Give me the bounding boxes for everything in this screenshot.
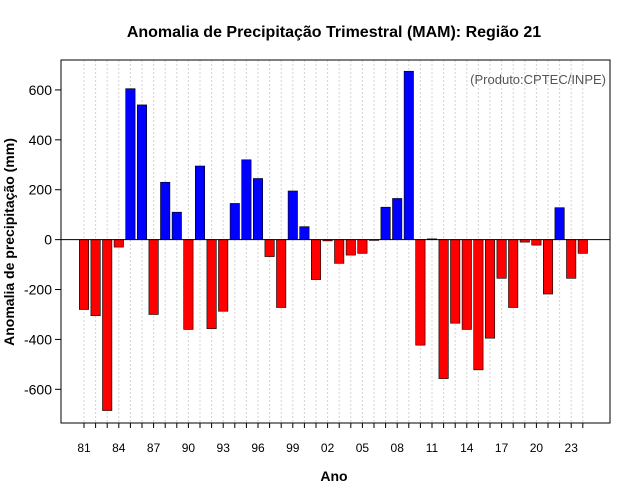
bar-2017 <box>496 239 507 279</box>
bar-1987 <box>148 239 159 315</box>
bar-1998 <box>276 239 287 308</box>
bar-2007 <box>380 206 391 240</box>
credit-label: (Produto:CPTEC/INPE) <box>470 72 606 87</box>
bar-1992 <box>206 239 217 330</box>
bar-1981 <box>79 239 90 310</box>
bar-2020 <box>531 239 542 246</box>
bar-1994 <box>229 203 240 240</box>
x-axis-title: Ano <box>320 468 347 484</box>
y-axis: -600 -400 -200 0 200 400 600 <box>24 82 61 397</box>
bar-2021 <box>542 239 553 295</box>
bar-2009 <box>403 70 414 240</box>
bar-2013 <box>450 239 461 324</box>
x-tick-label: 84 <box>112 441 126 455</box>
y-tick-label: 600 <box>29 82 53 98</box>
bar-1986 <box>137 104 148 240</box>
bar-2004 <box>345 239 356 256</box>
bar-1997 <box>264 239 275 257</box>
vertical-gridlines <box>83 60 584 423</box>
x-tick-label: 90 <box>182 441 196 455</box>
x-tick-label: 99 <box>286 441 300 455</box>
bar-1990 <box>183 239 194 330</box>
bar-1991 <box>195 165 206 240</box>
x-tick-label: 05 <box>356 441 370 455</box>
bar-2022 <box>554 207 565 240</box>
x-tick-label: 11 <box>426 441 439 455</box>
bar-2012 <box>438 239 449 379</box>
y-tick-label: -600 <box>24 381 52 397</box>
bar-1989 <box>171 211 182 240</box>
bar-2005 <box>357 239 368 254</box>
bar-2008 <box>392 198 403 240</box>
x-tick-label: 08 <box>391 441 405 455</box>
bar-2023 <box>566 239 577 279</box>
y-axis-title: Anomalia de precipitação (mm) <box>1 138 17 346</box>
bar-2000 <box>299 226 310 240</box>
y-tick-label: -200 <box>24 282 52 298</box>
bar-2018 <box>508 239 519 308</box>
x-tick-label: 14 <box>460 441 474 455</box>
bar-2024 <box>577 239 588 254</box>
x-tick-label: 96 <box>251 441 265 455</box>
x-tick-label: 02 <box>321 441 335 455</box>
bars <box>79 70 588 411</box>
x-tick-label: 81 <box>77 441 91 455</box>
x-tick-label: 23 <box>565 441 579 455</box>
bar-1996 <box>253 178 264 240</box>
bar-1982 <box>90 239 101 317</box>
bar-1995 <box>241 159 252 240</box>
bar-2015 <box>473 239 484 371</box>
x-tick-label: 20 <box>530 441 544 455</box>
bar-1985 <box>125 88 136 240</box>
x-axis: 81 84 87 90 93 96 99 02 05 08 11 14 17 20 23 <box>77 423 584 455</box>
x-tick-label: 17 <box>495 441 509 455</box>
y-tick-label: 200 <box>29 182 53 198</box>
x-tick-label: 87 <box>147 441 161 455</box>
bar-1988 <box>160 181 171 240</box>
bar-2003 <box>334 239 345 264</box>
x-tick-label: 93 <box>217 441 231 455</box>
bar-2014 <box>461 239 472 330</box>
plot-frame <box>60 59 611 424</box>
bar-1993 <box>218 239 229 312</box>
bar-1983 <box>102 239 113 411</box>
y-tick-label: 400 <box>29 132 53 148</box>
bar-1984 <box>113 239 124 248</box>
bar-2016 <box>484 239 495 339</box>
bar-2010 <box>415 239 426 346</box>
bar-2001 <box>310 239 321 280</box>
chart-title: Anomalia de Precipitação Trimestral (MAM… <box>127 24 541 41</box>
y-tick-label: -400 <box>24 331 52 347</box>
bar-1999 <box>287 190 298 240</box>
y-tick-label: 0 <box>44 232 52 248</box>
